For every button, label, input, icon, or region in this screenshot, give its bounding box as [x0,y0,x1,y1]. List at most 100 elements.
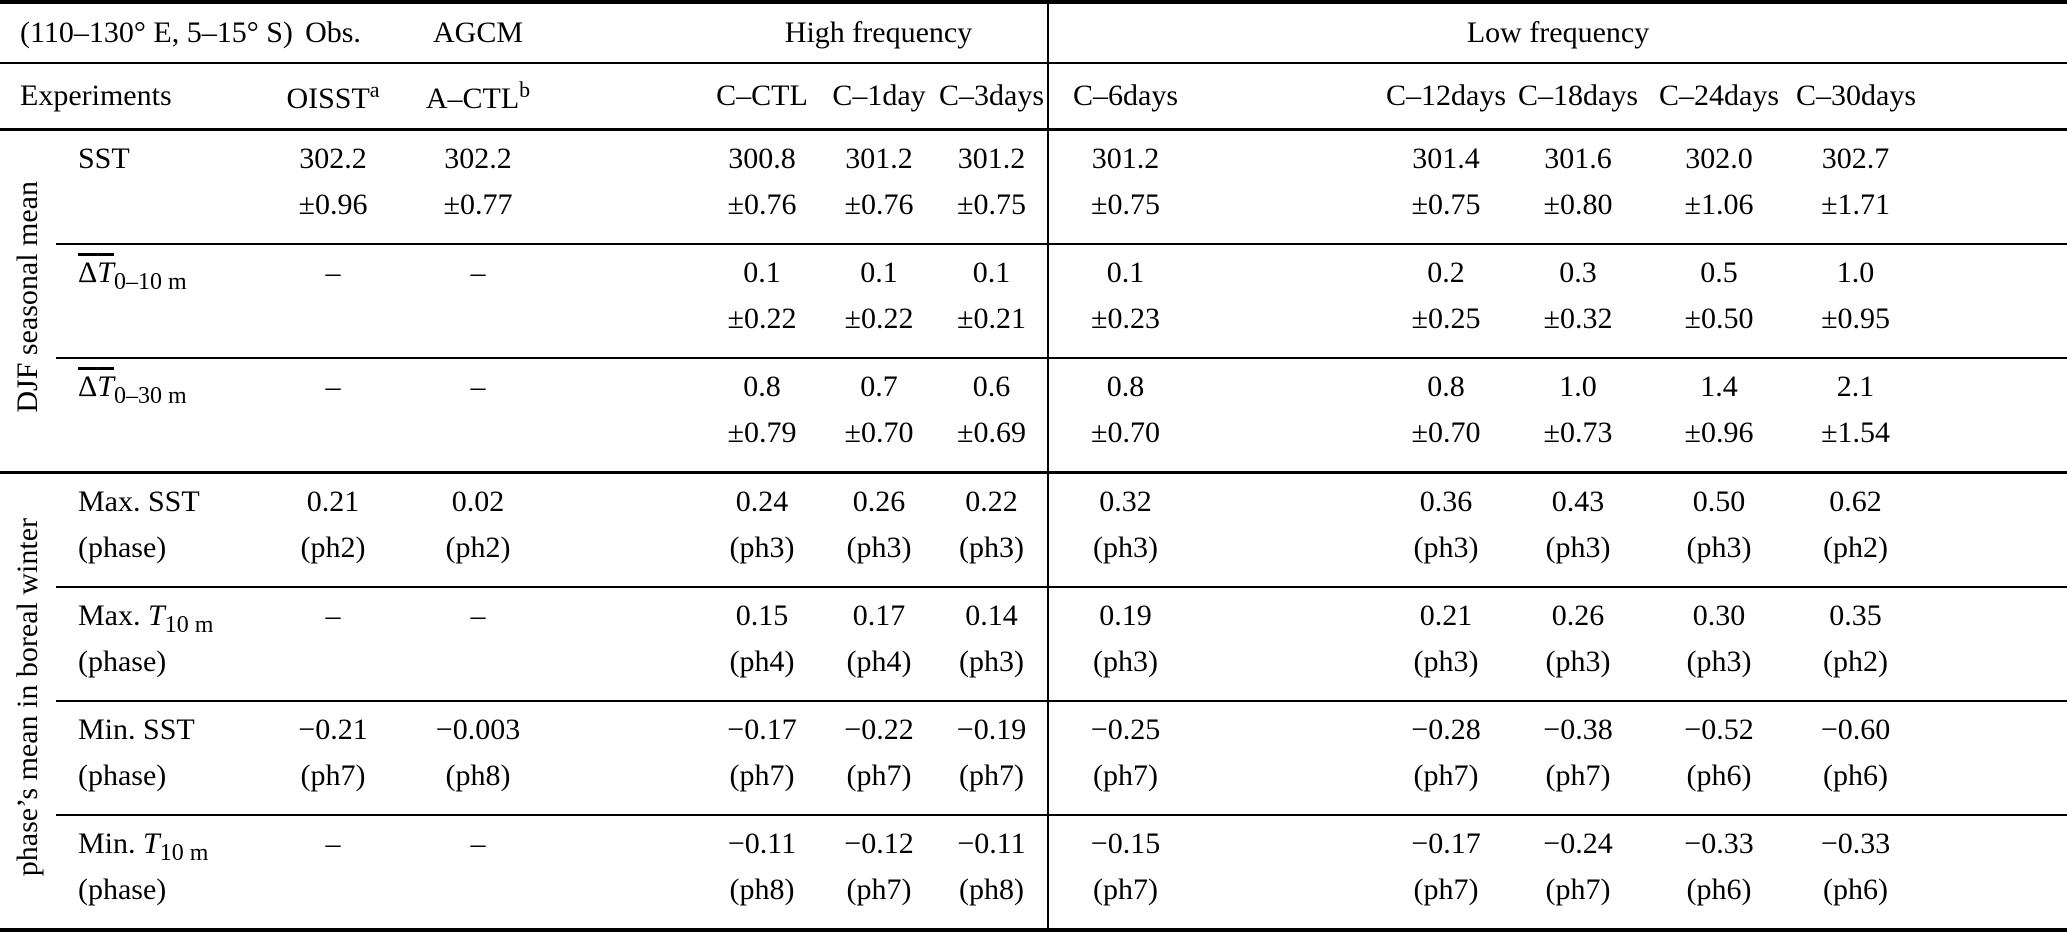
value-cell: 0.24 (ph3) [550,471,822,587]
value-cell: 0.8 ±0.70 [1202,357,1515,473]
value-cell: 0.36 (ph3) [1202,471,1515,587]
value-cell: −0.12 (ph7) [822,814,936,930]
experiments-label: Experiments [0,63,260,131]
footnote-marker: a [369,76,380,102]
value-cell: – [406,586,550,701]
experiment-header-row: Experiments OISSTa A–CTLb C–CTL C–1day C… [0,63,2067,131]
overline-symbol: ΔT [78,370,114,403]
value-cell: 0.62 (ph2) [1796,471,2067,587]
value-cell: −0.17 (ph7) [550,700,822,815]
value-cell: −0.33 (ph6) [1796,814,2067,930]
value-cell: −0.11 (ph8) [550,814,822,930]
footnote-marker: b [519,76,531,102]
table-row: Min. SST (phase) −0.21 (ph7) −0.003 (ph8) −0.1… [0,700,2067,815]
value-cell: −0.21 (ph7) [260,700,406,815]
row-group-label-phase-mean-boreal-winter: phase’s mean in boreal winter [0,471,56,930]
table-header: (110–130° E, 5–15° S) Obs. AGCM High fre… [0,2,2067,131]
value-cell: 0.5 ±0.50 [1642,243,1797,358]
col-header-c-24days: C–24days [1642,63,1797,131]
value-cell: 0.8 ±0.79 [550,357,822,473]
value-cell: −0.19 (ph7) [936,700,1050,815]
value-cell: −0.52 (ph6) [1642,700,1797,815]
high-frequency-group-header: High frequency [550,2,1050,64]
col-header-c-1day: C–1day [822,63,936,131]
value-cell: 0.21 (ph3) [1202,586,1515,701]
value-cell: 0.17 (ph4) [822,586,936,701]
value-cell: – [406,243,550,358]
value-cell: 0.7 ±0.70 [822,357,936,473]
value-cell: 302.0 ±1.06 [1684,142,1754,221]
value-cell: 301.2 ±0.76 [844,142,914,221]
value-cell: −0.11 (ph8) [936,814,1050,930]
max-t10m-row-label: Max. T10 m (phase) [56,586,260,701]
value-cell: 0.19 (ph3) [1048,586,1203,701]
col-header-text: C–12days [1386,79,1507,112]
col-header-text: A–CTL [425,81,520,115]
max-sst-row-label: Max. SST (phase) [56,471,260,587]
value-cell: 302.2 ±0.96 [298,142,368,221]
delta-t-0-10m-row-label: ΔT0–10 m [56,243,260,358]
value-cell: 0.6 ±0.69 [936,357,1050,473]
value-cell: – [406,357,550,473]
col-header-c-3days: C–3days [936,63,1050,131]
min-t10m-row-label: Min. T10 m (phase) [56,814,260,930]
col-header-text: C–6days [1073,79,1179,112]
sst-row-label: SST [78,142,130,175]
value-cell: 1.0 ±0.95 [1796,243,2067,358]
value-cell: 301.4 ±0.75 [1411,142,1481,221]
table-body: DJF seasonal mean SST 302.2 ±0.96 302.2 ±0.77… [0,129,2067,930]
value-cell: −0.33 (ph6) [1642,814,1797,930]
value-cell: 0.22 (ph3) [936,471,1050,587]
value-cell: – [260,586,406,701]
value-cell: 2.1 ±1.54 [1796,357,2067,473]
value-cell: 0.1 ±0.22 [822,243,936,358]
group-header-row: (110–130° E, 5–15° S) Obs. AGCM High fre… [0,2,2067,64]
col-header-text: C–CTL [716,79,808,112]
col-header-a-ctl: A–CTLb [406,63,550,131]
col-header-text: C–30days [1796,79,1917,112]
col-header-text: C–1day [832,79,926,112]
col-header-text: C–18days [1518,79,1639,112]
value-cell: 0.26 (ph3) [1514,586,1643,701]
value-cell: – [406,814,550,930]
value-cell: −0.60 (ph6) [1796,700,2067,815]
value-cell: – [260,243,406,358]
col-header-text: OISST [286,81,370,115]
low-frequency-group-header: Low frequency [1048,2,2067,64]
vertical-group-label: DJF seasonal mean [11,181,44,413]
delta-t-0-30m-row-label: ΔT0–30 m [56,357,260,473]
col-header-c-6days: C–6days [1048,63,1203,131]
value-cell: 0.2 ±0.25 [1202,243,1515,358]
table-row: ΔT0–30 m – –0.8 ±0.79 0.7 ±0.70 0.6 ±0.69 0.8 ±0.… [0,357,2067,473]
value-cell: 0.15 (ph4) [550,586,822,701]
value-cell: −0.17 (ph7) [1202,814,1515,930]
value-cell: −0.22 (ph7) [822,700,936,815]
value-cell: 1.0 ±0.73 [1514,357,1643,473]
value-cell: 302.7 ±1.71 [1821,142,1891,221]
value-cell: 0.02 (ph2) [406,471,550,587]
value-cell: 0.50 (ph3) [1642,471,1797,587]
table-row: Min. T10 m (phase) – – −0.11 (ph8) −0.12 (ph7) −… [0,814,2067,930]
table-row: phase’s mean in boreal winter Max. SST (ph… [0,471,2067,930]
row-group-label-djf-seasonal-mean: DJF seasonal mean [0,130,56,473]
col-header-text: C–24days [1659,79,1780,112]
agcm-group-header: AGCM [406,2,550,64]
value-cell: 0.43 (ph3) [1514,471,1643,587]
min-sst-row-label: Min. SST (phase) [56,700,260,815]
obs-group-header: Obs. [260,2,406,64]
col-header-text: C–3days [939,79,1044,112]
value-cell: – [260,357,406,473]
value-cell: 0.14 (ph3) [936,586,1050,701]
value-cell: 0.32 (ph3) [1048,471,1203,587]
col-header-oisst: OISSTa [260,63,406,131]
value-cell: 0.8 ±0.70 [1048,357,1203,473]
value-cell: 0.1 ±0.22 [550,243,822,358]
value-cell: −0.15 (ph7) [1048,814,1203,930]
value-cell: 301.2 ±0.75 [936,129,1050,244]
value-cell: −0.25 (ph7) [1048,700,1203,815]
value-cell: −0.003 (ph8) [406,700,550,815]
col-header-c-ctl: C–CTL [550,63,822,131]
overline-symbol: ΔT [78,256,114,289]
value-cell: 0.3 ±0.32 [1514,243,1643,358]
